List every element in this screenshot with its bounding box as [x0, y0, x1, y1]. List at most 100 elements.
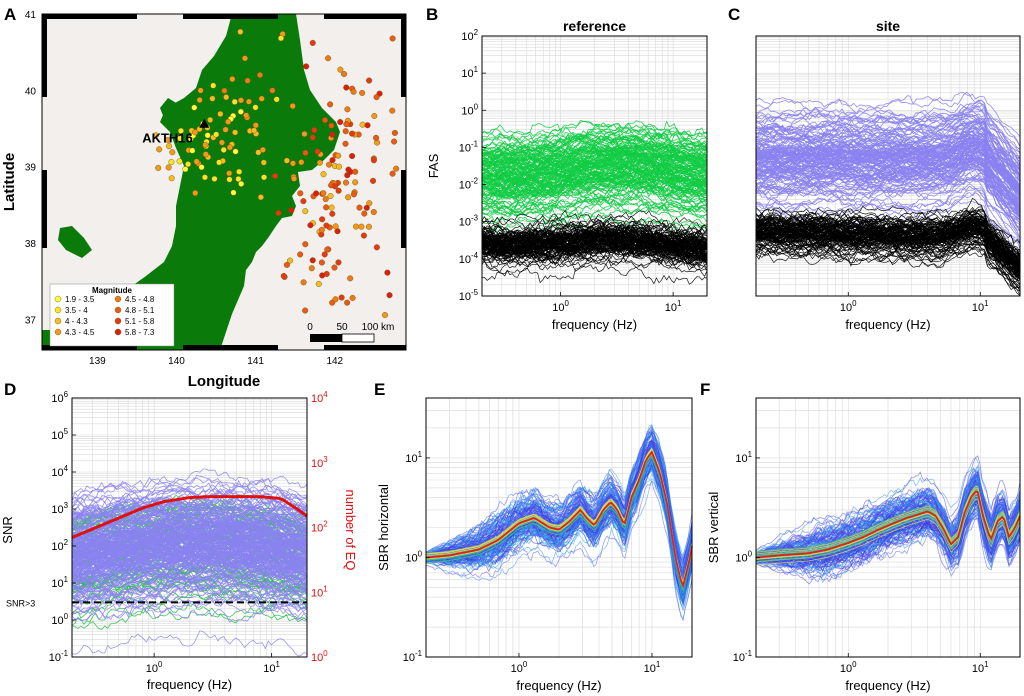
ytick-label: 101	[735, 450, 752, 465]
noise-curve	[755, 230, 1021, 276]
ytick-label: 10-2	[459, 177, 478, 192]
earthquake-dot	[321, 251, 328, 258]
earthquake-dot	[335, 259, 342, 266]
snr-curve	[71, 552, 308, 577]
earthquake-dot	[236, 168, 243, 175]
sbr-inner-curve	[755, 489, 1021, 556]
map-xtick-label: 142	[326, 356, 343, 367]
ytick-label: 10-3	[459, 214, 479, 229]
earthquake-markers	[152, 28, 400, 319]
earthquake-dot	[337, 66, 344, 73]
snr-curve	[71, 502, 308, 530]
snr-curve	[71, 549, 308, 577]
earthquake-dot	[272, 173, 279, 180]
earthquake-dot	[349, 294, 356, 301]
y-axis-label: SNR	[0, 516, 15, 543]
snr-curve	[71, 540, 308, 570]
ytick-label: 100	[735, 549, 752, 564]
earthquake-dot	[260, 159, 267, 166]
earthquake-dot	[311, 127, 318, 134]
earthquake-dot	[202, 141, 209, 148]
signal-curve	[481, 186, 707, 213]
earthquake-dot	[315, 280, 322, 287]
sbr-curve	[755, 508, 1021, 569]
ytick-label: 101	[51, 575, 68, 590]
earthquake-dot	[318, 259, 325, 266]
earthquake-dot	[373, 94, 380, 101]
earthquake-dot	[342, 140, 349, 147]
snr-curve	[71, 507, 308, 530]
signal-curve	[755, 167, 1021, 223]
signal-curve	[755, 152, 1021, 210]
earthquake-dot	[252, 122, 259, 129]
earthquake-dot	[328, 204, 335, 211]
sbr-curve	[755, 517, 1021, 579]
signal-curve	[755, 157, 1021, 212]
earthquake-dot	[218, 139, 225, 146]
earthquake-dot	[231, 98, 238, 105]
earthquake-dot	[318, 226, 325, 233]
earthquake-dot	[359, 121, 366, 128]
signal-curve	[755, 151, 1021, 201]
signal-curve	[756, 143, 1021, 196]
signal-curve	[755, 110, 1021, 176]
map-peninsula	[58, 226, 92, 258]
earthquake-dot	[373, 134, 380, 141]
earthquake-dot	[370, 177, 377, 184]
earthquake-dot	[359, 89, 366, 96]
snr-curve	[71, 576, 308, 605]
earthquake-dot	[356, 204, 363, 211]
y2tick-label: 100	[311, 649, 328, 664]
signal-curve	[481, 135, 708, 161]
earthquake-dot	[393, 165, 400, 172]
snr-curve	[71, 565, 308, 590]
earthquake-dot	[225, 118, 232, 125]
earthquake-dot	[309, 257, 316, 264]
signal-curve	[755, 114, 1021, 171]
earthquake-dot	[288, 207, 295, 214]
earthquake-dot	[300, 279, 307, 286]
scale-label-100: 100 km	[362, 322, 395, 333]
snr-curve	[71, 477, 308, 506]
sbr-curve	[425, 424, 693, 566]
signal-curve	[755, 124, 1021, 184]
earthquake-dot	[222, 126, 229, 133]
xtick-label: 101	[644, 660, 661, 675]
earthquake-dot	[352, 168, 359, 175]
earthquake-dot	[211, 175, 218, 182]
earthquake-dot	[327, 193, 334, 200]
earthquake-dot	[223, 94, 230, 101]
noise-curve	[755, 233, 1021, 280]
snr-curve	[71, 520, 308, 544]
earthquake-dot	[329, 131, 336, 138]
magnitude-legend: Magnitude 1.9 - 3.5 3.5 - 4 4 - 4.3 4.3 - 4…	[49, 283, 175, 347]
earthquake-dot	[155, 164, 162, 171]
earthquake-dot	[238, 97, 245, 104]
earthquake-dot	[328, 122, 335, 129]
xtick-label: 100	[840, 299, 857, 314]
sbr-curve	[755, 511, 1021, 577]
y-axis-label: SBR vertical	[706, 492, 721, 564]
map-xtick-label: 141	[247, 356, 264, 367]
sbr-inner-curve	[755, 487, 1021, 555]
earthquake-dot	[192, 129, 199, 136]
earthquake-dot	[259, 146, 266, 153]
legend-swatch	[114, 306, 122, 314]
ytick-label: 106	[51, 390, 68, 405]
earthquake-dot	[324, 246, 331, 253]
signal-curve	[755, 127, 1021, 175]
legend-swatch	[114, 328, 122, 336]
sbr-mean-curve	[425, 450, 693, 589]
sbr-curve	[755, 470, 1021, 554]
legend-title: Magnitude	[92, 286, 133, 295]
sbr-curve	[425, 479, 693, 621]
earthquake-dot	[302, 307, 309, 314]
noise-curve	[481, 244, 708, 262]
earthquake-dot	[238, 180, 245, 187]
noise-curve	[755, 234, 1021, 281]
snr-curve	[71, 479, 308, 502]
earthquake-dot	[366, 77, 373, 84]
x-axis-label: frequency (Hz)	[147, 677, 232, 692]
snr-curve	[71, 545, 308, 575]
signal-curve	[481, 162, 708, 189]
